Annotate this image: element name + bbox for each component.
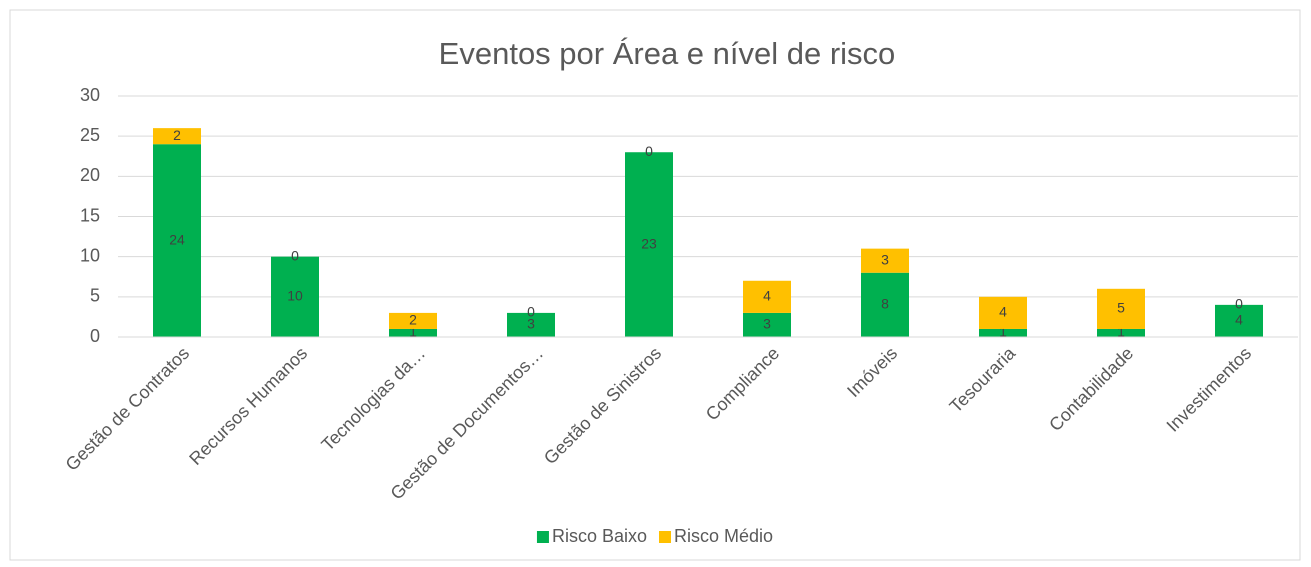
bar-segment (389, 328, 437, 337)
data-label: 5 (1117, 300, 1125, 316)
bar-segment (153, 128, 201, 145)
bar-segment (389, 312, 437, 329)
data-label: 0 (1235, 296, 1243, 312)
data-label: 0 (645, 143, 653, 159)
legend: Risco Baixo Risco Médio (536, 526, 773, 546)
data-label: 8 (881, 296, 889, 312)
data-label: 3 (763, 316, 771, 332)
data-label: 1 (409, 324, 417, 340)
chart-title: Eventos por Área e nível de risco (439, 36, 896, 71)
data-label: 1 (999, 324, 1007, 340)
bar-segment (743, 312, 791, 337)
y-tick-label: 5 (90, 286, 100, 306)
data-label: 23 (641, 235, 657, 251)
data-label: 10 (287, 288, 303, 304)
data-label: 24 (169, 231, 185, 247)
y-tick-label: 20 (80, 165, 100, 185)
bar-segment (1215, 304, 1263, 337)
data-label: 4 (1235, 312, 1243, 328)
data-label: 3 (881, 251, 889, 267)
y-tick-label: 10 (80, 245, 100, 265)
y-tick-label: 15 (80, 205, 100, 225)
data-label: 0 (527, 304, 535, 320)
bar-segment (743, 280, 791, 313)
legend-swatch (659, 531, 671, 543)
bar-segment (271, 256, 319, 337)
bar-segment (861, 248, 909, 273)
bar-segment (861, 272, 909, 337)
legend-swatch (536, 531, 549, 543)
data-label: 0 (291, 247, 299, 263)
data-label: 2 (409, 312, 417, 328)
bar-segment (507, 312, 555, 337)
bar-segment (979, 328, 1027, 337)
data-label: 3 (527, 316, 535, 332)
y-tick-label: 30 (80, 85, 100, 105)
bar-segment (979, 296, 1027, 329)
data-label: 4 (763, 288, 771, 304)
y-tick-label: 25 (80, 125, 100, 145)
legend-label: Risco Médio (674, 526, 773, 546)
data-label: 4 (999, 304, 1007, 320)
legend-label: Risco Baixo (552, 526, 647, 546)
bar-segment (1097, 328, 1145, 337)
data-label: 1 (1117, 324, 1125, 340)
bar-segment (153, 144, 201, 337)
bar-segment (1097, 288, 1145, 329)
y-tick-label: 0 (90, 326, 100, 346)
bar-segment (625, 152, 673, 337)
data-label: 2 (173, 127, 181, 143)
